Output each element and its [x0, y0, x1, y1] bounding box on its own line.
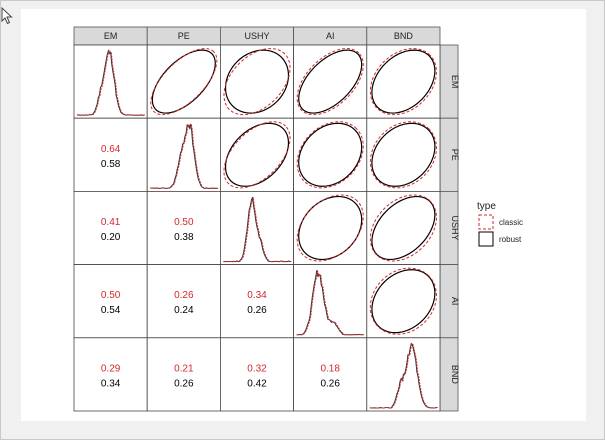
row-strip-label-ushy: USHY — [450, 215, 460, 240]
column-strip-label-pe: PE — [178, 31, 190, 41]
density-robust-ai — [296, 270, 364, 336]
robust-correlation-bnd-ai: 0.26 — [320, 378, 340, 389]
panel-pe-pe — [146, 117, 221, 192]
robust-ellipse-em-ushy — [224, 49, 290, 114]
panel-em-bnd — [366, 44, 441, 119]
panel-pe-em — [73, 117, 148, 192]
mouse-pointer-icon — [1, 7, 13, 25]
row-strip-label-em: EM — [450, 75, 460, 89]
legend-key-robust — [478, 231, 494, 247]
robust-correlation-ai-ushy: 0.26 — [247, 305, 267, 316]
column-strip-label-ai: AI — [326, 31, 335, 41]
row-strip-label-ai: AI — [450, 297, 460, 306]
classic-ellipse-pe-ushy — [223, 121, 291, 189]
classic-ellipse-em-bnd — [369, 48, 437, 116]
density-classic-bnd — [370, 342, 438, 409]
robust-ellipse-ushy-bnd — [371, 195, 436, 261]
legend-title: type — [477, 201, 496, 212]
classic-correlation-ushy-pe: 0.50 — [174, 217, 194, 228]
panel-em-ai — [293, 44, 368, 119]
classic-ellipse-em-ushy — [223, 48, 291, 116]
classic-correlation-bnd-ai: 0.18 — [320, 363, 340, 374]
column-strip-label-em: EM — [104, 31, 118, 41]
robust-correlation-ai-em: 0.54 — [101, 305, 121, 316]
density-classic-ushy — [224, 197, 292, 263]
panel-ushy-bnd — [366, 190, 441, 265]
classic-correlation-ai-pe: 0.26 — [174, 290, 194, 301]
classic-ellipse-em-ai — [296, 48, 364, 116]
column-strip-label-ushy: USHY — [244, 31, 269, 41]
classic-ellipse-em-pe — [150, 48, 218, 116]
panel-em-ushy — [219, 44, 294, 119]
panel-ushy-em — [73, 190, 148, 265]
panel-pe-bnd — [366, 117, 441, 192]
classic-correlation-bnd-ushy: 0.32 — [247, 363, 267, 374]
classic-correlation-ushy-em: 0.41 — [101, 217, 121, 228]
panel-ai-pe — [146, 264, 221, 339]
robust-ellipse-pe-ushy — [224, 122, 290, 187]
robust-ellipse-pe-ai — [298, 122, 363, 187]
panel-bnd-pe — [146, 337, 221, 412]
classic-correlation-pe-em: 0.64 — [101, 144, 121, 155]
classic-correlation-ai-ushy: 0.34 — [247, 290, 267, 301]
robust-ellipse-pe-bnd — [371, 122, 436, 187]
robust-correlation-bnd-pe: 0.26 — [174, 378, 194, 389]
panel-ai-ai — [293, 264, 368, 339]
robust-correlation-bnd-ushy: 0.42 — [247, 378, 267, 389]
classic-correlation-bnd-pe: 0.21 — [174, 363, 194, 374]
robust-ellipse-em-ai — [298, 49, 363, 114]
classic-correlation-ai-em: 0.50 — [101, 290, 121, 301]
robust-correlation-ushy-pe: 0.38 — [174, 232, 194, 243]
robust-ellipse-ai-bnd — [371, 269, 436, 334]
legend-label-classic: classic — [499, 218, 523, 227]
robust-correlation-ai-pe: 0.24 — [174, 305, 194, 316]
classic-ellipse-pe-ai — [296, 121, 364, 189]
panel-pe-ai — [293, 117, 368, 192]
plot-panel: EM PE USHY AI BND EM PE USHY AI BND 0.64 0.58 0.41 0.… — [21, 9, 586, 421]
legend-label-robust: robust — [499, 235, 522, 244]
panel-bnd-ai — [293, 337, 368, 412]
classic-ellipse-ushy-bnd — [369, 194, 437, 262]
legend-key-classic — [478, 214, 494, 230]
column-strip-label-bnd: BND — [394, 31, 414, 41]
panel-bnd-ushy — [219, 337, 294, 412]
classic-correlation-bnd-em: 0.29 — [101, 363, 121, 374]
robust-ellipse-em-bnd — [371, 49, 436, 114]
row-strip-label-pe: PE — [450, 149, 460, 161]
robust-correlation-pe-em: 0.58 — [101, 159, 121, 170]
robust-correlation-ushy-em: 0.20 — [101, 232, 121, 243]
panel-bnd-em — [73, 337, 148, 412]
panel-ushy-ai — [293, 190, 368, 265]
classic-ellipse-ushy-ai — [296, 194, 364, 262]
density-classic-ai — [297, 270, 365, 336]
row-strip-label-bnd: BND — [450, 365, 460, 385]
scatterplot-matrix: EM PE USHY AI BND EM PE USHY AI BND 0.64 0.58 0.41 0.… — [73, 26, 523, 412]
panel-pe-ushy — [219, 117, 294, 192]
panel-ai-bnd — [366, 264, 441, 339]
robust-correlation-bnd-em: 0.34 — [101, 378, 121, 389]
